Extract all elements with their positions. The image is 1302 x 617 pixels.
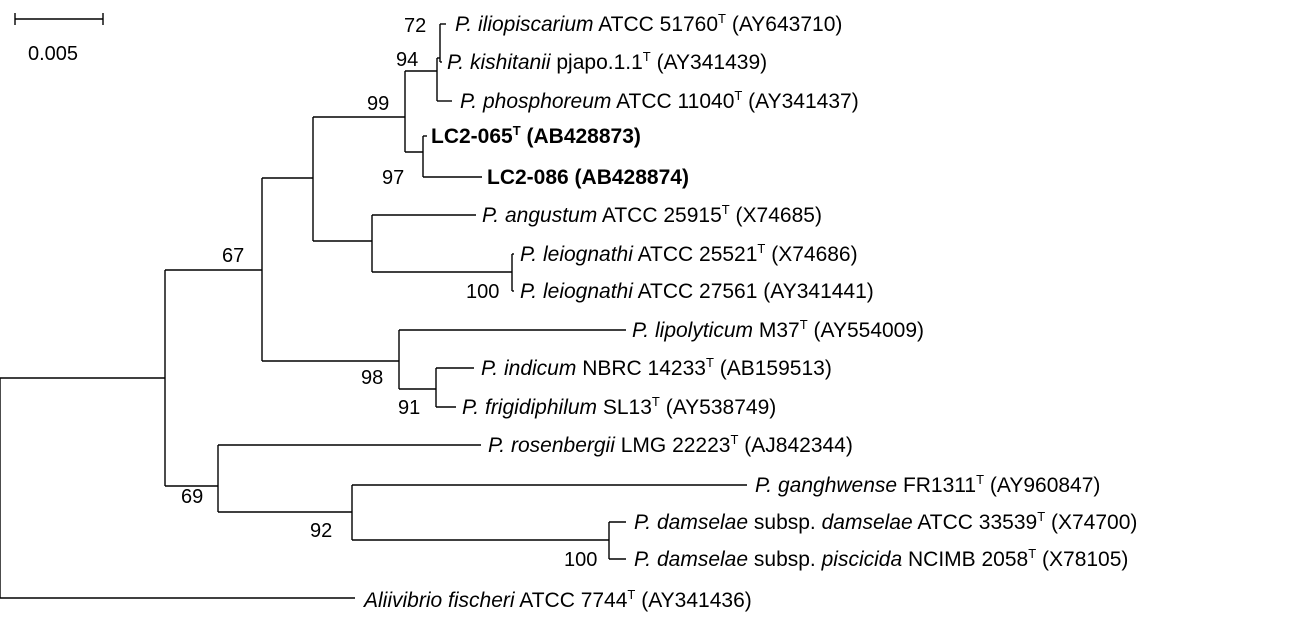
bootstrap-value: 72 (404, 15, 426, 37)
taxon-label: P. phosphoreum ATCC 11040T (AY341437) (460, 88, 859, 113)
taxon-label: P. lipolyticum M37T (AY554009) (632, 317, 924, 342)
bootstrap-value: 100 (466, 281, 499, 303)
taxon-label: P. indicum NBRC 14233T (AB159513) (481, 355, 832, 380)
bootstrap-value: 94 (396, 49, 418, 71)
taxon-labels: P. iliopiscarium ATCC 51760T (AY643710) … (362, 11, 1137, 612)
taxon-label: P. rosenbergii LMG 22223T (AJ842344) (488, 432, 853, 457)
scale-bar: 0.005 (14, 13, 104, 65)
bootstrap-value: 67 (222, 245, 244, 267)
taxon-label: Aliivibrio fischeri ATCC 7744T (AY341436… (362, 587, 752, 612)
taxon-label: P. angustum ATCC 25915T (X74685) (482, 202, 822, 227)
bootstrap-value: 98 (361, 367, 383, 389)
bootstrap-value: 91 (398, 397, 420, 419)
taxon-label: P. kishitanii pjapo.1.1T (AY341439) (447, 49, 767, 74)
taxon-label: P. ganghwense FR1311T (AY960847) (755, 472, 1100, 497)
taxon-label: P. damselae subsp. damselae ATCC 33539T … (634, 509, 1137, 534)
bootstrap-values: 72 94 99 97 100 67 98 91 100 92 69 (181, 15, 597, 571)
tree-branches (0, 23, 747, 599)
taxon-label: LC2-065T (AB428873) (431, 123, 641, 148)
bootstrap-value: 100 (564, 549, 597, 571)
taxon-label: P. damselae subsp. piscicida NCIMB 2058T… (634, 546, 1128, 571)
bootstrap-value: 92 (310, 520, 332, 542)
taxon-label: P. leiognathi ATCC 27561 (AY341441) (520, 280, 874, 303)
bootstrap-value: 99 (367, 93, 389, 115)
taxon-label: P. frigidiphilum SL13T (AY538749) (462, 394, 776, 419)
taxon-label: P. leiognathi ATCC 25521T (X74686) (520, 241, 858, 266)
bootstrap-value: 97 (382, 167, 404, 189)
taxon-label: LC2-086 (AB428874) (487, 166, 689, 189)
taxon-label: P. iliopiscarium ATCC 51760T (AY643710) (455, 11, 842, 36)
bootstrap-value: 69 (181, 486, 203, 508)
scale-bar-label: 0.005 (28, 43, 78, 65)
